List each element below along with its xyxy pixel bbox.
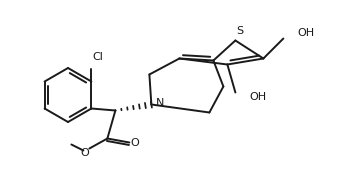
- Text: S: S: [236, 26, 243, 36]
- Text: O: O: [130, 137, 139, 147]
- Text: Cl: Cl: [92, 52, 103, 63]
- Text: O: O: [80, 147, 89, 157]
- Text: N: N: [155, 98, 164, 108]
- Text: OH: OH: [249, 92, 266, 102]
- Text: OH: OH: [297, 27, 314, 37]
